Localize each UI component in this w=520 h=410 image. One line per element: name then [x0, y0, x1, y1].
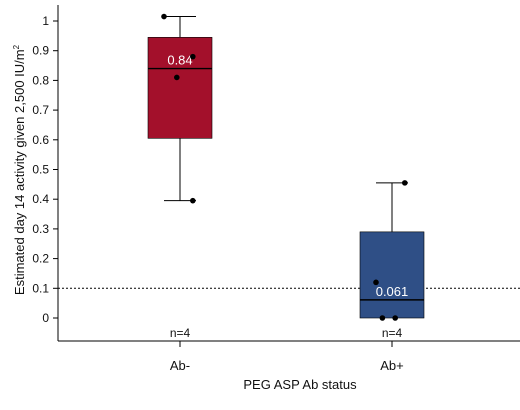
x-tick-label: Ab+ — [380, 358, 404, 373]
n-label: n=4 — [170, 326, 191, 340]
x-tick-label: Ab- — [170, 358, 190, 373]
box-Ab+ — [359, 231, 425, 319]
y-tick-label: 0.7 — [32, 103, 49, 117]
y-tick-label: 0.3 — [32, 222, 49, 236]
y-tick-label: 0.8 — [32, 73, 49, 87]
y-tick-label: 0.4 — [32, 192, 49, 206]
box-Ab- — [147, 37, 213, 139]
data-point — [190, 53, 196, 60]
data-point — [379, 315, 386, 321]
y-tick-label: 0 — [42, 311, 49, 325]
median-label: 0.84 — [167, 53, 192, 68]
y-tick-label: 0.6 — [32, 133, 49, 147]
y-tick-label: 1 — [42, 14, 49, 28]
data-point — [392, 315, 399, 321]
y-axis-label-superscript: 2 — [12, 44, 21, 49]
data-point — [373, 279, 379, 286]
median-label: 0.061 — [376, 284, 409, 299]
data-point — [402, 180, 408, 186]
y-tick-label: 0.9 — [32, 44, 49, 58]
data-point — [190, 197, 196, 204]
data-point — [161, 13, 167, 20]
plot-area: 0 0.1 0.2 0.3 0.4 0.5 0.6 0.7 0.8 0.9 1 0.84 n=4 Ab- 0… — [32, 5, 520, 373]
x-axis-label: PEG ASP Ab status — [243, 377, 357, 392]
y-axis-label: Estimated day 14 activity given 2,500 IU… — [12, 44, 27, 295]
y-tick-label: 0.5 — [32, 163, 49, 177]
y-axis-label-main: Estimated day 14 activity given 2,500 IU… — [12, 49, 27, 295]
n-label: n=4 — [382, 326, 403, 340]
data-point — [174, 74, 180, 81]
y-tick-label: 0.1 — [32, 281, 49, 295]
y-tick-label: 0.2 — [32, 252, 49, 266]
